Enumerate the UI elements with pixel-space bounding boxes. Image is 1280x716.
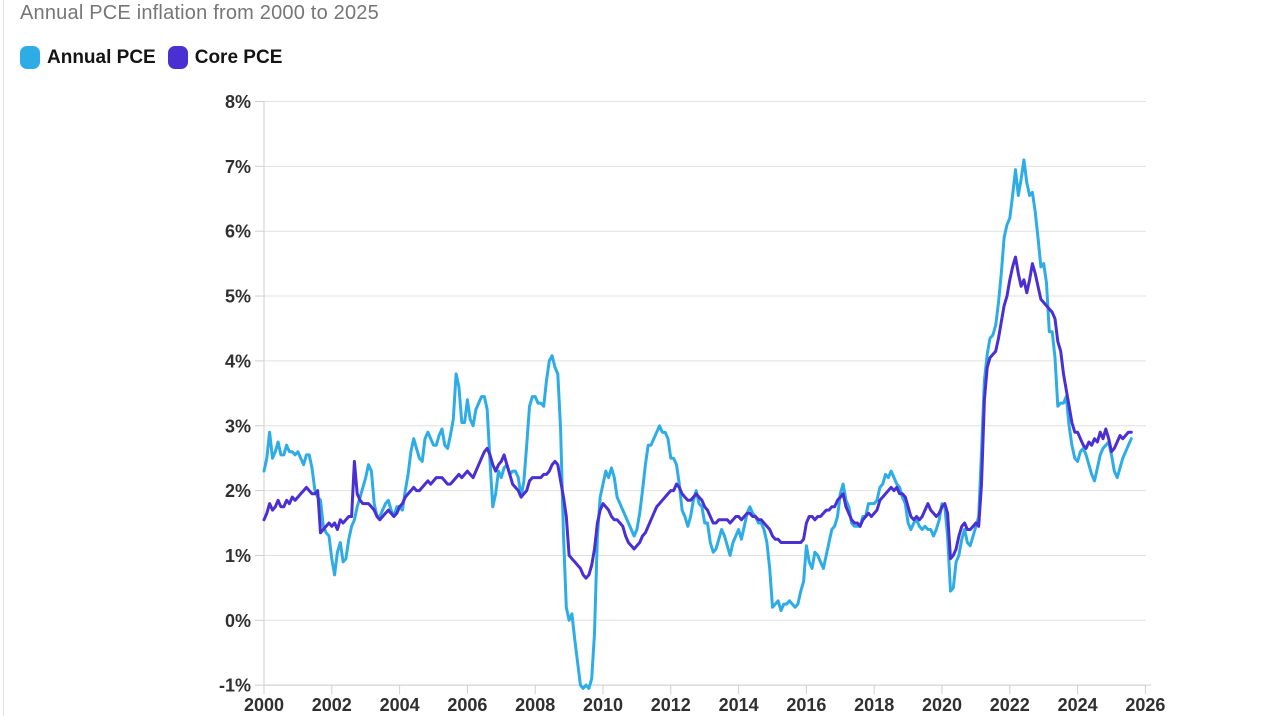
annual-pce-swatch-icon: [20, 46, 40, 69]
y-axis-label: 7%: [225, 157, 251, 177]
card-left-border: [3, 0, 4, 716]
x-axis-label: 2014: [719, 695, 759, 715]
x-axis-label: 2012: [651, 695, 691, 715]
legend-item-annual-pce[interactable]: Annual PCE: [20, 46, 156, 69]
x-axis-label: 2018: [854, 695, 894, 715]
y-axis-label: 5%: [225, 287, 251, 307]
y-axis-label: 8%: [225, 92, 251, 112]
y-axis-label: 6%: [225, 222, 251, 242]
x-axis-label: 2026: [1125, 695, 1165, 715]
x-axis-label: 2016: [786, 695, 826, 715]
chart-title: Annual PCE inflation from 2000 to 2025: [20, 2, 379, 24]
x-axis-label: 2024: [1058, 695, 1098, 715]
y-axis-label: 1%: [225, 546, 251, 566]
x-axis-label: 2010: [583, 695, 623, 715]
x-axis-label: 2002: [312, 695, 352, 715]
x-axis-label: 2000: [244, 695, 284, 715]
core-pce-swatch-icon: [167, 46, 188, 69]
x-axis-label: 2022: [990, 695, 1030, 715]
x-axis-label: 2020: [922, 695, 962, 715]
legend-label-annual-pce: Annual PCE: [47, 46, 156, 68]
y-axis-label: 0%: [225, 611, 251, 631]
y-axis-label: -1%: [219, 676, 251, 696]
legend-label-core-pce: Core PCE: [194, 46, 283, 68]
chart-legend: Annual PCE Core PCE: [20, 46, 282, 69]
y-axis-label: 3%: [225, 416, 251, 436]
x-axis-label: 2008: [515, 695, 555, 715]
series-line-core-pce: [262, 255, 1133, 580]
x-axis-label: 2004: [380, 695, 420, 715]
series-line-annual-pce: [262, 158, 1133, 690]
x-axis-label: 2006: [447, 695, 487, 715]
y-axis-label: 2%: [225, 481, 251, 501]
y-axis-label: 4%: [225, 351, 251, 371]
legend-item-core-pce[interactable]: Core PCE: [167, 46, 283, 69]
